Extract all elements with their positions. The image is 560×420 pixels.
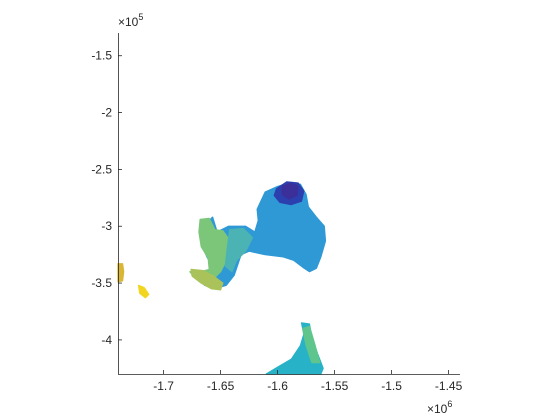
axes xyxy=(118,33,460,375)
y-tick-label: -3.5 xyxy=(91,276,112,290)
y-exponent-label: ×105 xyxy=(118,12,143,29)
heatmap-region-west-edge-patch xyxy=(117,263,125,283)
x-ticks: -1.7 -1.65 -1.6 -1.55 -1.5 -1.45 xyxy=(153,370,463,393)
heatmap-region-peak-core xyxy=(281,182,299,200)
x-tick-label: -1.45 xyxy=(435,379,463,393)
heatmap-region-far-west-blob xyxy=(137,284,150,299)
y-tick-label: -1.5 xyxy=(91,49,112,63)
x-tick-label: -1.6 xyxy=(267,379,288,393)
y-ticks: -1.5 -2 -2.5 -3 -3.5 -4 xyxy=(91,49,122,347)
x-tick-label: -1.55 xyxy=(321,379,349,393)
y-tick-label: -2 xyxy=(101,106,112,120)
x-tick-label: -1.65 xyxy=(207,379,235,393)
y-tick-label: -2.5 xyxy=(91,162,112,176)
x-exponent-label: ×106 xyxy=(427,399,452,416)
x-tick-label: -1.7 xyxy=(153,379,174,393)
heatmap-region-southwest-tongue xyxy=(190,268,224,291)
x-tick-label: -1.5 xyxy=(381,379,402,393)
heatmap-region-south-ridge xyxy=(302,325,321,364)
plot-area xyxy=(117,181,327,375)
y-tick-label: -3 xyxy=(101,219,112,233)
heatmap-region-mid-blend xyxy=(224,227,254,273)
y-tick-label: -4 xyxy=(101,333,112,347)
